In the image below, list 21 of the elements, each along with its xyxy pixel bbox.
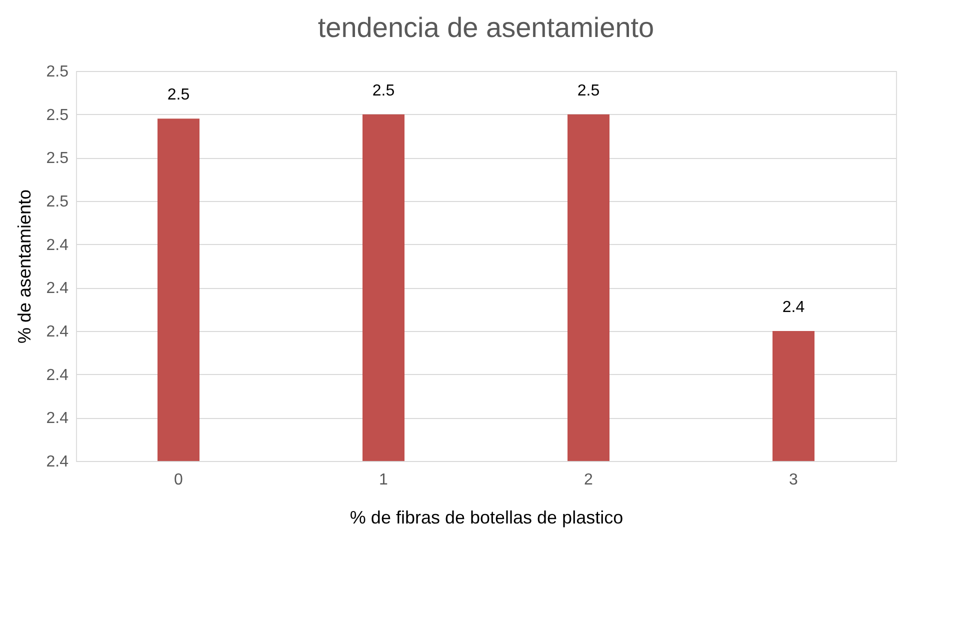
- x-tick-label: 0: [174, 472, 184, 488]
- y-tick-label: 2.4: [46, 236, 69, 254]
- y-axis-title: % de asentamiento: [14, 189, 34, 344]
- x-tick-label: 3: [789, 472, 798, 488]
- y-tick-label: 2.5: [46, 150, 69, 168]
- y-tick-label: 2.5: [46, 64, 69, 80]
- data-label: 2.5: [167, 86, 190, 104]
- y-tick-label: 2.4: [46, 366, 69, 384]
- data-label: 2.5: [577, 82, 600, 100]
- y-tick-label: 2.5: [46, 106, 69, 124]
- x-tick-label: 1: [379, 472, 388, 488]
- y-tick-label: 2.4: [46, 410, 69, 428]
- y-tick-label: 2.4: [46, 280, 69, 298]
- x-axis-title: % de fibras de botellas de plastico: [350, 508, 624, 528]
- x-tick-label: 2: [584, 472, 594, 488]
- y-tick-label: 2.4: [46, 324, 69, 340]
- y-tick-label: 2.4: [46, 454, 69, 470]
- y-tick-label: 2.5: [46, 194, 69, 210]
- chart-title: tendencia de asentamiento: [318, 12, 654, 43]
- data-label: 2.4: [782, 299, 805, 316]
- data-label: 2.5: [372, 82, 395, 100]
